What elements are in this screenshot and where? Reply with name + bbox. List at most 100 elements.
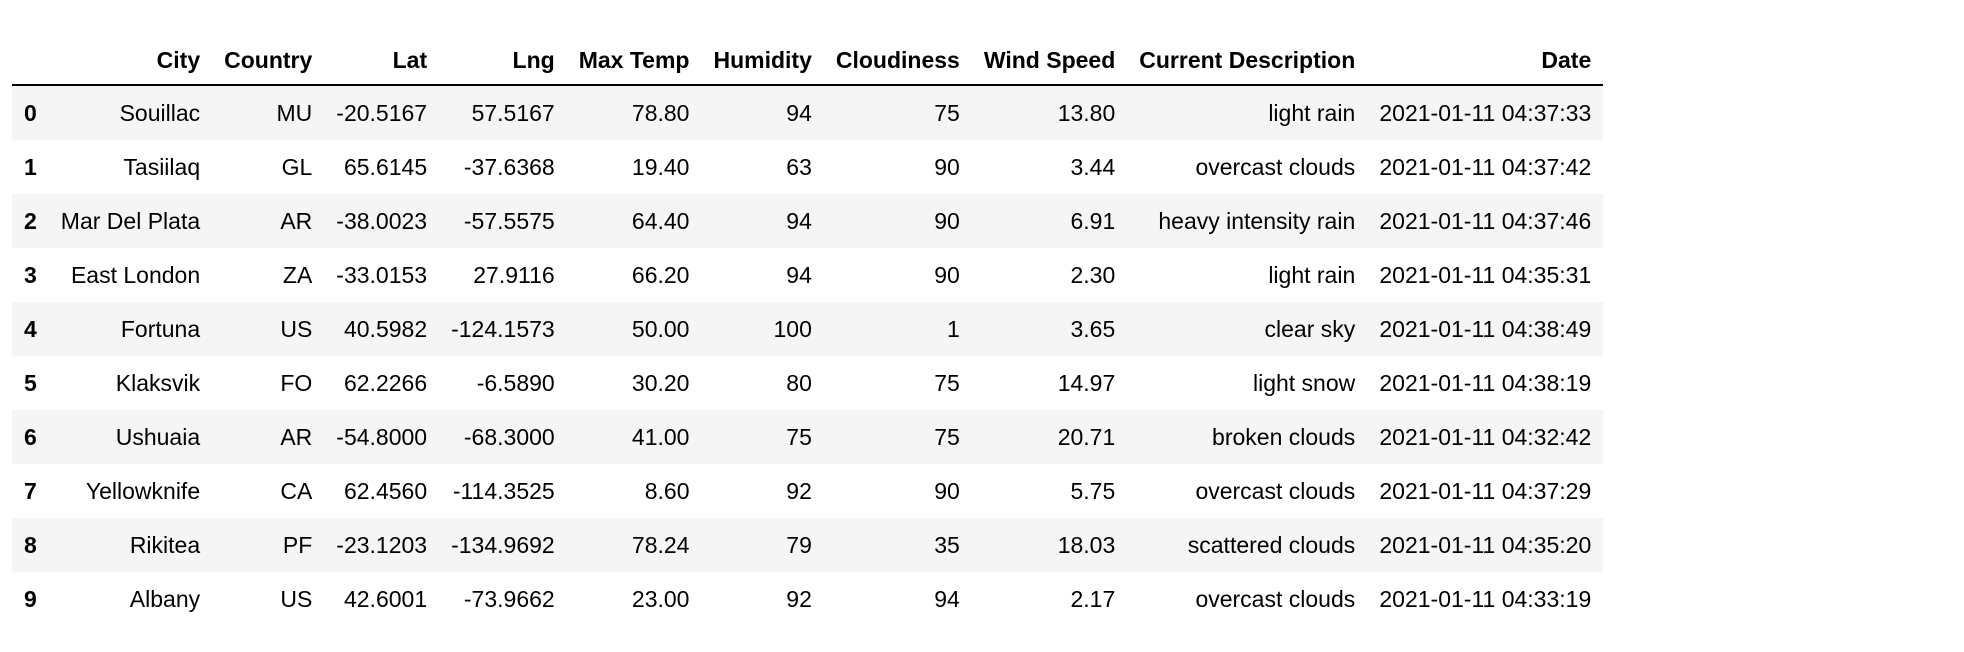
cell-date: 2021-01-11 04:38:49 (1379, 315, 1592, 342)
header-lat: Lat (324, 37, 440, 86)
cell-city: Rikitea (129, 531, 201, 558)
table-row: 4 Fortuna US 40.5982 -124.1573 50.00 100 1 3.65 c… (12, 302, 1604, 356)
cell-max-temp: 19.40 (631, 153, 690, 180)
cell-lat: 62.4560 (343, 477, 428, 504)
cell-city: Fortuna (120, 315, 201, 342)
cell-current-description: scattered clouds (1187, 531, 1356, 558)
row-index: 5 (24, 369, 37, 396)
cell-max-temp: 23.00 (631, 585, 690, 612)
cell-city: Albany (129, 585, 201, 612)
cell-lng: -73.9662 (463, 585, 555, 612)
cell-max-temp: 41.00 (631, 423, 690, 450)
cell-date: 2021-01-11 04:37:33 (1379, 99, 1592, 126)
cell-max-temp: 64.40 (631, 207, 690, 234)
cell-current-description: overcast clouds (1195, 585, 1356, 612)
dataframe-output: City Country Lat Lng Max Temp Humidity C… (12, 37, 1604, 626)
cell-lat: -33.0153 (336, 261, 428, 288)
header-city: City (48, 37, 213, 86)
table-header: City Country Lat Lng Max Temp Humidity C… (12, 37, 1604, 86)
header-row: City Country Lat Lng Max Temp Humidity C… (12, 37, 1604, 86)
row-index: 8 (24, 531, 37, 558)
cell-lng: -114.3525 (452, 477, 555, 504)
table-row: 0 Souillac MU -20.5167 57.5167 78.80 94 75 13.80… (12, 85, 1604, 140)
cell-cloudiness: 75 (934, 423, 960, 450)
cell-country: US (280, 315, 313, 342)
cell-lat: 40.5982 (343, 315, 428, 342)
cell-current-description: broken clouds (1212, 423, 1356, 450)
cell-date: 2021-01-11 04:37:29 (1379, 477, 1592, 504)
cell-max-temp: 50.00 (631, 315, 690, 342)
cell-cloudiness: 90 (934, 261, 960, 288)
header-cloudiness: Cloudiness (823, 37, 972, 86)
cell-max-temp: 78.80 (631, 99, 690, 126)
table-row: 9 Albany US 42.6001 -73.9662 23.00 92 94 2.17 ove… (12, 572, 1603, 626)
cell-city: East London (70, 261, 201, 288)
cell-cloudiness: 94 (934, 585, 960, 612)
cell-lng: -57.5575 (463, 207, 555, 234)
cell-city: Klaksvik (115, 369, 201, 396)
cell-humidity: 80 (786, 369, 812, 396)
header-max-temp: Max Temp (566, 37, 702, 86)
table-row: 3 East London ZA -33.0153 27.9116 66.20 94 90 2.… (12, 248, 1603, 302)
cell-humidity: 94 (786, 207, 812, 234)
cell-current-description: light rain (1268, 261, 1356, 288)
cell-wind-speed: 2.30 (1070, 261, 1116, 288)
cell-country: US (280, 585, 313, 612)
header-date: Date (1367, 37, 1604, 86)
cell-lat: 62.2266 (343, 369, 428, 396)
table-body: 0 Souillac MU -20.5167 57.5167 78.80 94 75 13.80… (12, 85, 1604, 626)
dataframe-table: City Country Lat Lng Max Temp Humidity C… (12, 37, 1604, 626)
header-country: Country (212, 37, 325, 86)
cell-current-description: clear sky (1264, 315, 1356, 342)
cell-wind-speed: 3.44 (1070, 153, 1116, 180)
cell-date: 2021-01-11 04:38:19 (1379, 369, 1592, 396)
cell-current-description: light snow (1252, 369, 1356, 396)
cell-cloudiness: 75 (934, 369, 960, 396)
cell-lat: 65.6145 (343, 153, 428, 180)
cell-date: 2021-01-11 04:37:42 (1379, 153, 1592, 180)
cell-date: 2021-01-11 04:35:31 (1379, 261, 1592, 288)
row-index: 1 (24, 153, 37, 180)
cell-current-description: overcast clouds (1195, 153, 1356, 180)
header-current-description: Current Description (1127, 37, 1368, 86)
table-row: 5 Klaksvik FO 62.2266 -6.5890 30.20 80 75 14.97 l… (12, 356, 1603, 410)
header-lng: Lng (439, 37, 567, 86)
cell-humidity: 63 (786, 153, 812, 180)
table-row: 6 Ushuaia AR -54.8000 -68.3000 41.00 75 75 20.71… (12, 410, 1604, 464)
cell-cloudiness: 75 (934, 99, 960, 126)
cell-current-description: heavy intensity rain (1158, 207, 1356, 234)
cell-lng: -134.9692 (451, 531, 555, 558)
cell-wind-speed: 20.71 (1057, 423, 1116, 450)
cell-date: 2021-01-11 04:33:19 (1379, 585, 1592, 612)
cell-max-temp: 78.24 (631, 531, 690, 558)
cell-lat: -20.5167 (336, 99, 428, 126)
cell-cloudiness: 90 (934, 207, 960, 234)
cell-wind-speed: 5.75 (1070, 477, 1116, 504)
row-index: 9 (24, 585, 37, 612)
row-index: 0 (24, 99, 37, 126)
cell-humidity: 75 (786, 423, 812, 450)
cell-lat: 42.6001 (343, 585, 428, 612)
cell-humidity: 94 (786, 261, 812, 288)
cell-lng: -124.1573 (451, 315, 555, 342)
cell-cloudiness: 90 (934, 153, 960, 180)
row-index: 3 (24, 261, 37, 288)
cell-lng: -37.6368 (463, 153, 555, 180)
cell-date: 2021-01-11 04:35:20 (1379, 531, 1592, 558)
table-row: 8 Rikitea PF -23.1203 -134.9692 78.24 79 35 18.0… (12, 518, 1604, 572)
header-index (12, 37, 49, 86)
cell-country: CA (280, 477, 313, 504)
cell-humidity: 92 (786, 477, 812, 504)
cell-lat: -38.0023 (336, 207, 428, 234)
cell-date: 2021-01-11 04:32:42 (1379, 423, 1592, 450)
cell-wind-speed: 6.91 (1070, 207, 1116, 234)
cell-date: 2021-01-11 04:37:46 (1379, 207, 1592, 234)
cell-country: PF (282, 531, 313, 558)
cell-lng: 57.5167 (471, 99, 555, 126)
header-wind-speed: Wind Speed (971, 37, 1128, 86)
cell-lat: -54.8000 (336, 423, 428, 450)
table-row: 2 Mar Del Plata AR -38.0023 -57.5575 64.40 94 9… (12, 194, 1604, 248)
cell-wind-speed: 2.17 (1070, 585, 1116, 612)
cell-wind-speed: 14.97 (1057, 369, 1116, 396)
cell-city: Ushuaia (115, 423, 201, 450)
